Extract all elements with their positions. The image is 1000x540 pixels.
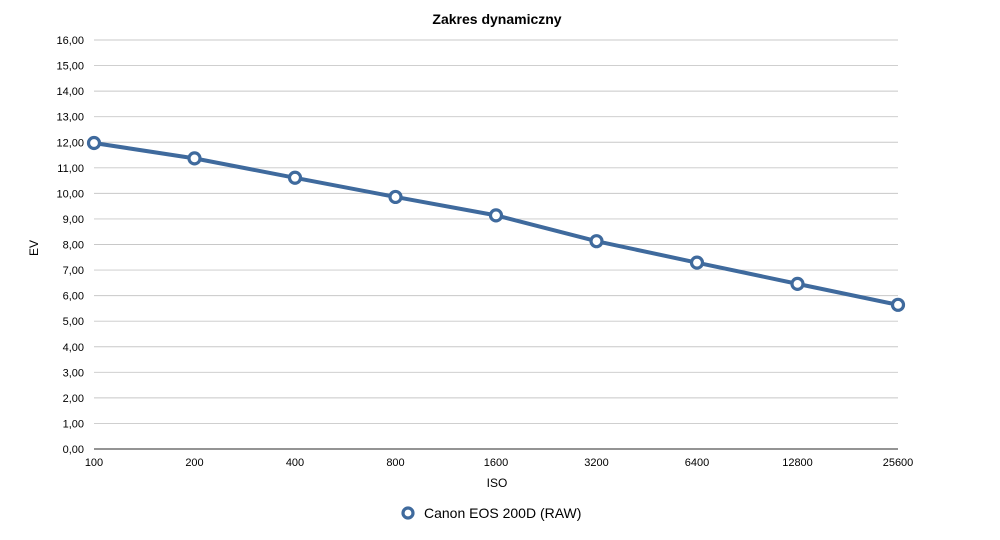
y-tick-label: 4,00: [63, 342, 84, 354]
x-axis-label: ISO: [487, 476, 508, 490]
chart-title: Zakres dynamiczny: [432, 11, 561, 27]
x-tick-label: 100: [85, 457, 103, 469]
y-tick-label: 7,00: [63, 265, 84, 277]
y-tick-label: 2,00: [63, 393, 84, 405]
y-tick-label: 14,00: [56, 86, 84, 98]
x-tick-label: 400: [286, 457, 304, 469]
y-axis-label: EV: [27, 240, 41, 256]
x-tick-label: 800: [386, 457, 404, 469]
y-tick-label: 3,00: [63, 367, 84, 379]
legend-label: Canon EOS 200D (RAW): [424, 505, 581, 521]
y-tick-label: 6,00: [63, 291, 84, 303]
x-tick-label: 3200: [584, 457, 608, 469]
y-tick-label: 0,00: [63, 444, 84, 456]
y-tick-label: 15,00: [56, 61, 84, 73]
data-point: [287, 170, 303, 185]
x-tick-label: 12800: [782, 457, 813, 469]
x-tick-label: 6400: [685, 457, 709, 469]
y-tick-label: 13,00: [56, 112, 84, 124]
data-point: [488, 208, 504, 223]
data-point: [86, 135, 102, 151]
x-tick-label: 25600: [883, 457, 914, 469]
y-tick-label: 1,00: [63, 418, 84, 430]
y-tick-label: 12,00: [56, 137, 84, 149]
legend: Canon EOS 200D (RAW): [401, 505, 581, 521]
x-tick-labels: 100 200 400 800 1600 3200 6400 12800 25600: [85, 457, 913, 469]
data-point: [589, 234, 604, 249]
data-point: [187, 151, 202, 166]
data-point: [388, 189, 403, 205]
data-point: [689, 255, 705, 270]
y-tick-label: 10,00: [56, 188, 84, 200]
y-tick-label: 8,00: [63, 240, 84, 252]
y-tick-label: 11,00: [57, 163, 84, 175]
y-tick-label: 16,00: [56, 35, 84, 47]
x-tick-label: 200: [185, 457, 203, 469]
series-line: [92, 141, 900, 307]
legend-marker: [401, 506, 415, 520]
data-point: [790, 276, 805, 291]
y-tick-label: 5,00: [63, 316, 84, 328]
y-tick-label: 9,00: [63, 214, 84, 226]
gridlines: [94, 39, 898, 450]
series-layer: [86, 135, 906, 312]
data-point: [890, 297, 906, 312]
x-tick-label: 1600: [484, 457, 508, 469]
y-tick-labels: 0,00 1,00 2,00 3,00 4,00 5,00 6,00 7,00 8,00 9,00…: [56, 35, 84, 456]
